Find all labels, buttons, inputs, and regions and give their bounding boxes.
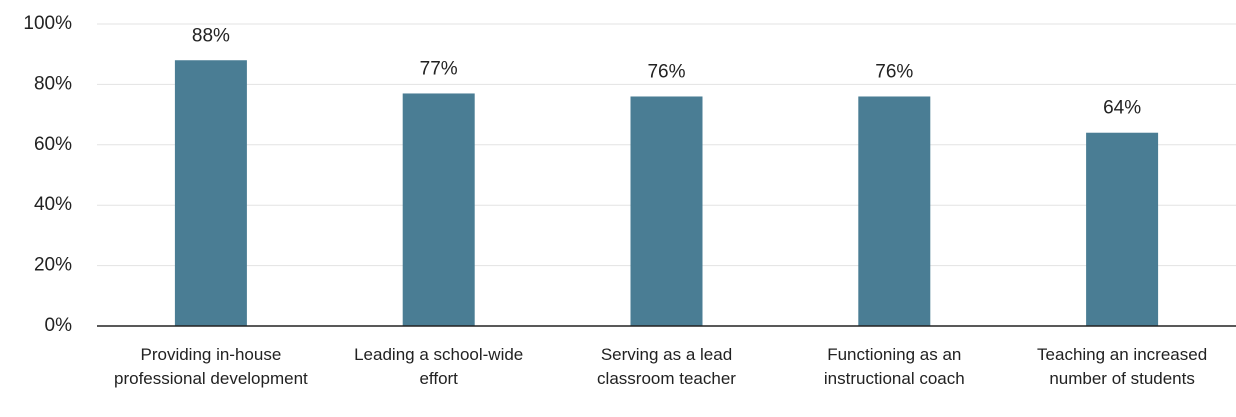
bar: [858, 96, 931, 326]
x-tick-label: Functioning as an instructional coach: [823, 345, 965, 388]
y-tick-label: 20%: [34, 255, 72, 276]
y-tick-label: 80%: [34, 73, 72, 94]
y-tick-label: 100%: [23, 13, 72, 34]
bar: [402, 93, 475, 327]
x-tick-label: Teaching an increased number of students: [1037, 345, 1208, 388]
x-tick-label: Serving as a lead classroom teacher: [597, 345, 736, 388]
value-label: 77%: [420, 58, 458, 79]
y-tick-label: 60%: [34, 134, 72, 155]
value-label: 76%: [647, 61, 685, 82]
y-tick-label: 0%: [45, 315, 73, 336]
y-tick-label: 40%: [34, 194, 72, 215]
bar: [174, 60, 247, 327]
value-label: 64%: [1103, 98, 1141, 119]
bar: [1086, 132, 1159, 326]
x-tick-label: Providing in-house professional developm…: [114, 345, 308, 388]
x-tick-label: Leading a school-wide effort: [354, 345, 524, 388]
value-label: 88%: [192, 25, 230, 46]
bar: [630, 96, 703, 326]
value-label: 76%: [875, 61, 913, 82]
